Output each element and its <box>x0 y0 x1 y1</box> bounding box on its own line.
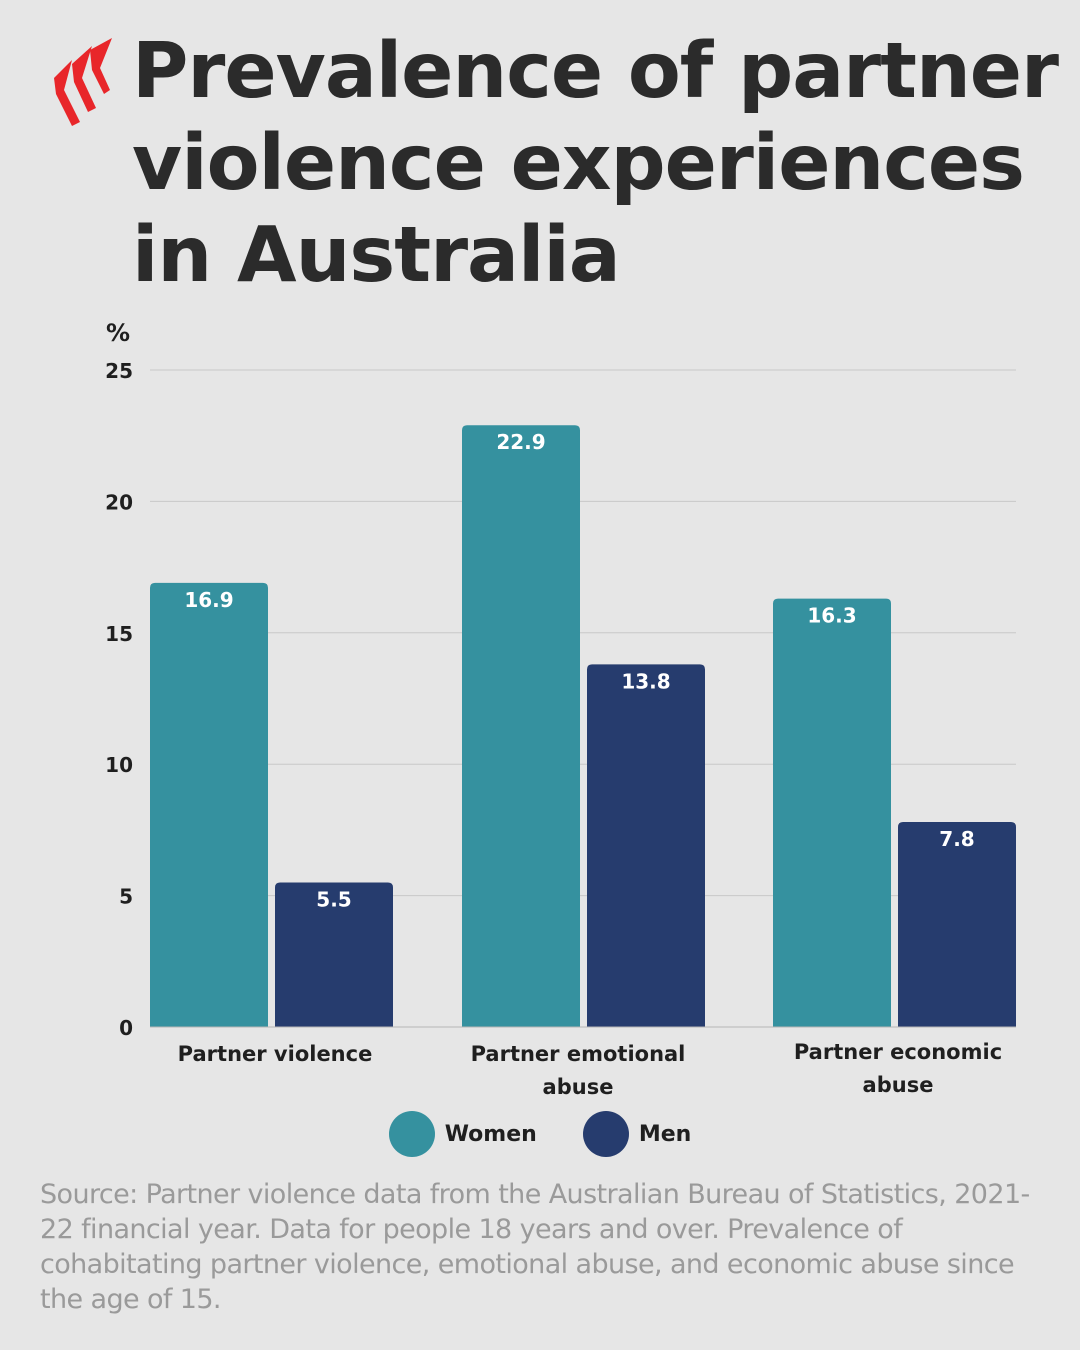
legend-label-women: Women <box>444 1121 537 1147</box>
bar-men <box>898 822 1016 1027</box>
legend-swatch-women <box>388 1111 435 1157</box>
y-tick-label: 25 <box>105 359 133 383</box>
data-label: 16.3 <box>807 604 856 628</box>
source-note: Source: Partner violence data from the A… <box>40 1179 1030 1315</box>
y-axis-unit-label: % <box>106 319 130 347</box>
bar-women <box>150 582 268 1027</box>
bar-men <box>587 664 705 1027</box>
logo-stripe-3 <box>90 38 112 94</box>
legend-swatch-men <box>582 1111 629 1157</box>
legend-label-men: Men <box>638 1121 692 1147</box>
y-tick-label: 15 <box>105 622 133 646</box>
bar-women <box>773 598 891 1027</box>
data-label: 22.9 <box>496 430 545 454</box>
logo-stripe-1 <box>54 60 80 126</box>
x-category-label-line: abuse <box>543 1075 614 1099</box>
x-category-label: Partner emotional abuse <box>471 1042 686 1099</box>
data-label: 13.8 <box>621 669 670 693</box>
data-label: 16.9 <box>184 588 233 612</box>
x-category-label-line: Partner violence <box>178 1042 373 1066</box>
x-category-label-line: abuse <box>863 1073 934 1097</box>
y-tick-label: 10 <box>105 753 133 777</box>
y-tick-label: 20 <box>105 490 133 514</box>
x-category-label-line: Partner emotional <box>471 1042 686 1066</box>
bar-women <box>462 425 580 1027</box>
x-category-label: Partner violence <box>178 1042 373 1066</box>
x-category-label: Partner economic abuse <box>794 1040 1002 1097</box>
bar-men <box>275 882 393 1027</box>
x-category-label-line: Partner economic <box>794 1040 1002 1064</box>
data-label: 7.8 <box>939 827 974 851</box>
logo-stripe-2 <box>72 46 96 112</box>
legend-item-men: Men <box>582 1111 692 1157</box>
chart-legend: Women Men <box>0 1110 1080 1158</box>
y-tick-label: 5 <box>119 885 133 909</box>
page-title: Prevalence of partner violence experienc… <box>132 27 1059 300</box>
data-label: 5.5 <box>316 887 351 911</box>
sbs-logo-icon <box>54 38 112 126</box>
legend-item-women: Women <box>388 1111 537 1157</box>
y-tick-label: 0 <box>119 1016 133 1040</box>
